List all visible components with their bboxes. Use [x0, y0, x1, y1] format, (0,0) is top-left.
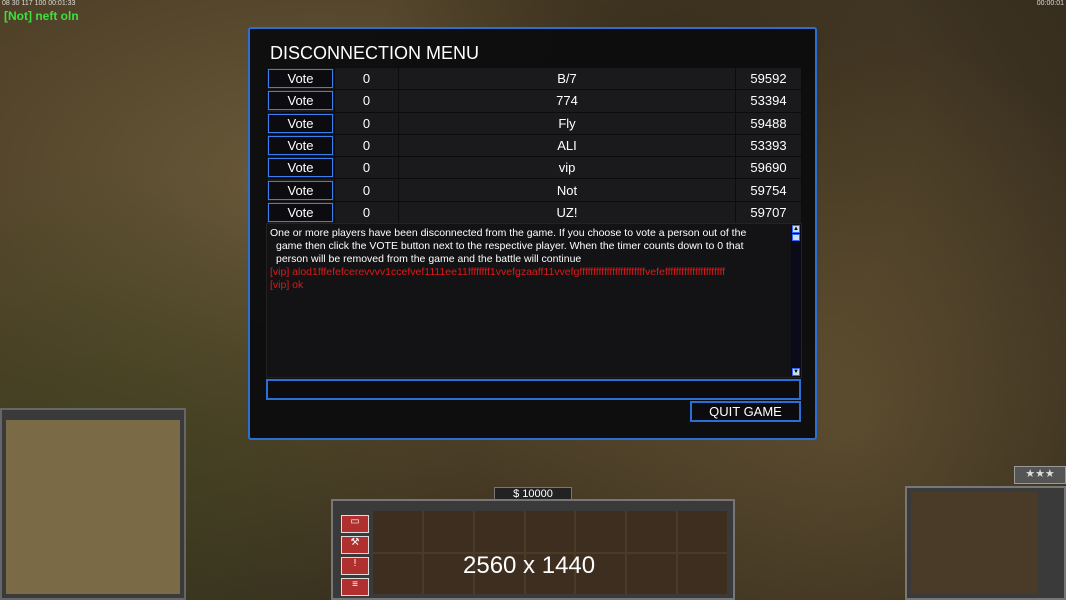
player-id: 53394	[735, 89, 802, 113]
player-name: 774	[398, 89, 736, 113]
radar-panel	[905, 486, 1066, 600]
disconnection-dialog: DISCONNECTION MENU Vote 0 B/7 59592 Vote …	[248, 27, 817, 440]
scrollbar[interactable]: ▲ ▼	[791, 224, 801, 377]
wrench-icon[interactable]: ⚒	[341, 536, 369, 554]
alert-icon[interactable]: !	[341, 557, 369, 575]
minimap[interactable]	[0, 408, 186, 600]
chat-message: [Not] neft oln	[4, 9, 79, 23]
player-id: 59690	[735, 156, 802, 180]
player-row: Vote 0 Fly 59488	[266, 111, 802, 135]
player-name: vip	[398, 156, 736, 180]
player-id: 53393	[735, 133, 802, 158]
menu-icon[interactable]: ≡	[341, 578, 369, 596]
quit-game-button[interactable]: QUIT GAME	[690, 401, 801, 422]
vote-button[interactable]: Vote	[268, 202, 333, 222]
message-box: One or more players have been disconnect…	[266, 223, 802, 378]
player-name: B/7	[398, 66, 736, 91]
vote-count: 0	[334, 89, 399, 113]
player-name: ALI	[398, 133, 736, 158]
rank-stars-icon: ★★★	[1014, 466, 1066, 484]
command-bar: ▭ ⚒ ! ≡	[331, 499, 735, 600]
vote-button[interactable]: Vote	[268, 180, 333, 200]
player-id: 59754	[735, 178, 802, 202]
chat-line: [vip] ok	[270, 279, 304, 291]
vote-button[interactable]: Vote	[268, 158, 333, 178]
message-line: game then click the VOTE button next to …	[276, 240, 744, 252]
vote-button[interactable]: Vote	[268, 113, 333, 133]
message-line: One or more players have been disconnect…	[270, 227, 747, 239]
hud-stats: 08 30 117 100 00:01:33	[2, 0, 76, 7]
chat-line: [vip] alod1fffefefcerevvvv1ccefvef1111ee…	[270, 266, 726, 278]
vote-button[interactable]: Vote	[268, 69, 333, 89]
command-grid	[373, 511, 727, 594]
scroll-down-icon[interactable]: ▼	[792, 368, 800, 376]
vote-count: 0	[334, 66, 399, 91]
vote-count: 0	[334, 178, 399, 202]
resolution-overlay: 2560 x 1440	[463, 552, 596, 579]
player-id: 59707	[735, 200, 802, 225]
vote-count: 0	[334, 111, 399, 135]
player-name: Not	[398, 178, 736, 202]
vote-count: 0	[334, 156, 399, 180]
vote-button[interactable]: Vote	[268, 91, 333, 111]
game-clock: 00:00:01	[1036, 0, 1064, 7]
vote-button[interactable]: Vote	[268, 136, 333, 156]
player-name: UZ!	[398, 200, 736, 225]
player-row: Vote 0 UZ! 59707	[266, 200, 802, 225]
dialog-title: DISCONNECTION MENU	[270, 43, 480, 63]
player-name: Fly	[398, 111, 736, 135]
player-row: Vote 0 vip 59690	[266, 156, 802, 180]
message-line: person will be removed from the game and…	[276, 253, 582, 265]
player-row: Vote 0 774 53394	[266, 89, 802, 113]
player-row: Vote 0 Not 59754	[266, 178, 802, 202]
player-row: Vote 0 ALI 53393	[266, 133, 802, 158]
player-id: 59592	[735, 66, 802, 91]
chat-input[interactable]	[266, 379, 801, 400]
scroll-thumb[interactable]	[792, 234, 800, 241]
player-id: 59488	[735, 111, 802, 135]
vote-count: 0	[334, 200, 399, 225]
player-table: Vote 0 B/7 59592 Vote 0 774 53394 Vote 0 F…	[266, 66, 802, 225]
scroll-up-icon[interactable]: ▲	[792, 225, 800, 233]
vote-count: 0	[334, 133, 399, 158]
windows-icon[interactable]: ▭	[341, 515, 369, 533]
player-row: Vote 0 B/7 59592	[266, 66, 802, 91]
